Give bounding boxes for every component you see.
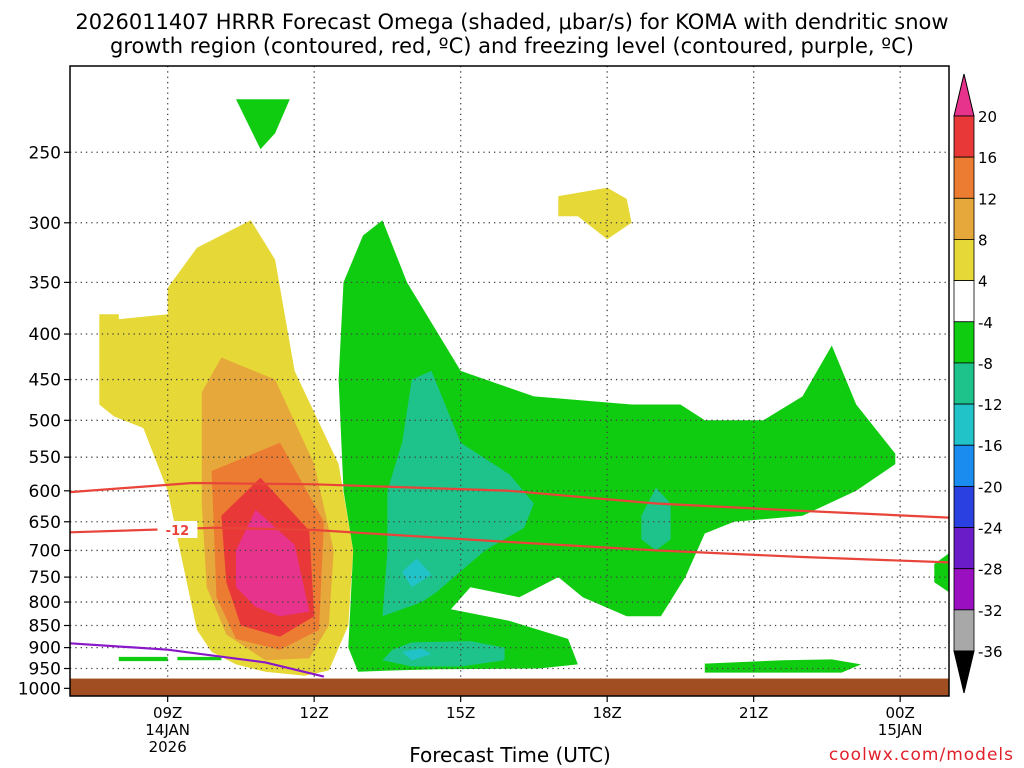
omega-region-11 — [382, 370, 534, 617]
x-tick-label-24-0: 00Z — [885, 704, 914, 722]
omega-region-5 — [338, 220, 896, 672]
colorbar-extend-bottom — [953, 650, 975, 694]
site-credit: coolwx.com/models — [828, 745, 1014, 765]
colorbar-label-7: -12 — [978, 396, 1003, 414]
omega-region-15 — [402, 648, 432, 661]
colorbar-swatch-4 — [953, 280, 975, 323]
colorbar-swatch-9 — [953, 485, 975, 528]
contour-purple-2 — [70, 642, 325, 678]
y-tick-label-450: 450 — [29, 371, 61, 391]
colorbar-swatch-6 — [953, 362, 975, 405]
x-tick-label-21-0: 21Z — [739, 704, 768, 722]
omega-region-14 — [402, 558, 432, 588]
chart-title-line-1: 2026011407 HRRR Forecast Omega (shaded, … — [75, 10, 949, 34]
colorbar-label-8: -16 — [978, 437, 1003, 455]
colorbar-swatch-5 — [953, 321, 975, 364]
contour-red-1 — [70, 526, 949, 564]
colorbar-swatch-3 — [953, 239, 975, 282]
y-tick-label-850: 850 — [29, 616, 61, 636]
x-tick-label-9-2: 2026 — [149, 738, 187, 756]
y-tick-label-300: 300 — [29, 214, 61, 234]
colorbar-label-10: -24 — [978, 520, 1003, 538]
contour-red-0 — [70, 481, 949, 519]
colorbar-swatch-7 — [953, 403, 975, 446]
colorbar-swatch-12 — [953, 609, 975, 652]
colorbar-label-3: 8 — [978, 231, 988, 249]
y-tick-label-750: 750 — [29, 568, 61, 588]
omega-region-4 — [236, 509, 310, 617]
colorbar: 20 16 12 8 4 -4 -8 -12 -16 -20 -24 -28 -32 -36 — [953, 73, 1003, 694]
x-tick-label-9-0: 09Z — [153, 704, 182, 722]
y-tick-label-700: 700 — [29, 541, 61, 561]
x-tick-label-18-0: 18Z — [592, 704, 621, 722]
plot-area: -12 — [70, 66, 949, 696]
colorbar-label-12: -32 — [978, 602, 1003, 620]
colorbar-swatch-0 — [953, 115, 975, 158]
y-tick-label-250: 250 — [29, 143, 61, 163]
x-tick-label-24-1: 15JAN — [878, 721, 923, 739]
omega-region-8 — [177, 656, 222, 661]
colorbar-label-1: 16 — [978, 149, 997, 167]
y-tick-label-600: 600 — [29, 482, 61, 502]
omega-region-7 — [118, 656, 168, 662]
colorbar-swatch-8 — [953, 444, 975, 487]
colorbar-label-4: 4 — [978, 273, 988, 291]
x-tick-label-15-0: 15Z — [446, 704, 475, 722]
omega-region-16 — [558, 187, 632, 240]
x-axis-label: Forecast Time (UTC) — [409, 743, 611, 767]
colorbar-label-9: -20 — [978, 478, 1003, 496]
omega-shading — [99, 99, 949, 676]
contour-lines: -12 — [70, 481, 949, 678]
y-tick-label-400: 400 — [29, 325, 61, 345]
colorbar-extend-top — [953, 73, 975, 117]
y-tick-label-950: 950 — [29, 660, 61, 680]
colorbar-label-2: 12 — [978, 190, 997, 208]
y-tick-label-900: 900 — [29, 639, 61, 659]
grid-lines — [70, 66, 949, 696]
y-tick-label-650: 650 — [29, 513, 61, 533]
y-tick-label-800: 800 — [29, 593, 61, 613]
x-tick-label-12-0: 12Z — [299, 704, 328, 722]
contour-label: -12 — [166, 524, 190, 539]
x-tick-label-9-1: 14JAN — [145, 721, 190, 739]
y-tick-label-550: 550 — [29, 448, 61, 468]
y-tick-label-1000: 1000 — [18, 679, 61, 699]
omega-region-10 — [934, 553, 949, 593]
colorbar-swatch-2 — [953, 197, 975, 240]
y-axis-ticks: 250 300 350 400 450 500 550 600 650 700 750 800 850 9… — [18, 143, 70, 699]
colorbar-label-0: 20 — [978, 108, 997, 126]
y-tick-label-350: 350 — [29, 273, 61, 293]
colorbar-swatch-10 — [953, 527, 975, 570]
colorbar-swatch-1 — [953, 156, 975, 199]
colorbar-label-11: -28 — [978, 561, 1003, 579]
colorbar-label-5: -4 — [978, 314, 993, 332]
plot-frame — [69, 65, 950, 697]
colorbar-swatch-11 — [953, 568, 975, 611]
colorbar-label-6: -8 — [978, 355, 993, 373]
y-tick-label-500: 500 — [29, 411, 61, 431]
chart-title-line-2: growth region (contoured, red, ºC) and f… — [110, 34, 914, 58]
colorbar-label-13: -36 — [978, 643, 1003, 661]
omega-region-6 — [236, 99, 290, 150]
omega-region-9 — [704, 659, 862, 673]
ground-surface — [70, 678, 949, 696]
contour-label-bg — [157, 521, 198, 539]
